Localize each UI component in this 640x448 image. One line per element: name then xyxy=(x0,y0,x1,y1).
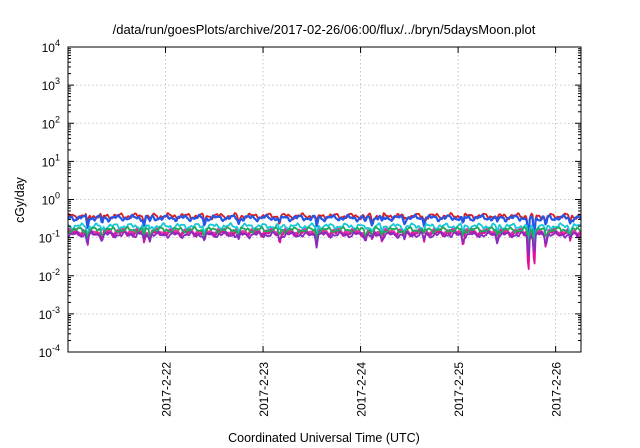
series-line xyxy=(67,213,582,237)
x-axis-label: Coordinated Universal Time (UTC) xyxy=(228,431,420,445)
y-tick-label: 100 xyxy=(42,191,60,208)
grid-layer xyxy=(68,47,581,352)
x-tick-label: 2017-2-22 xyxy=(160,362,174,417)
tick-layer: 10-4 10-3 10-2 10-1 100 101 102 103 104 2017-2-22… xyxy=(39,38,581,417)
y-tick-label: 103 xyxy=(42,76,60,93)
series-line xyxy=(67,230,582,257)
y-tick-label: 10-3 xyxy=(39,305,60,322)
x-tick-label: 2017-2-26 xyxy=(550,362,564,417)
x-tick-label: 2017-2-24 xyxy=(355,362,369,417)
y-tick-label: 10-4 xyxy=(39,343,60,360)
series-line xyxy=(67,222,582,246)
chart-title: /data/run/goesPlots/archive/2017-02-26/0… xyxy=(113,22,536,37)
y-tick-label: 10-2 xyxy=(39,267,60,284)
y-axis-label: cGy/day xyxy=(13,176,27,223)
y-tick-label: 101 xyxy=(42,152,60,169)
series-line xyxy=(67,225,582,252)
x-tick-label: 2017-2-23 xyxy=(257,362,271,417)
y-tick-label: 10-1 xyxy=(39,229,60,246)
y-tick-label: 102 xyxy=(42,114,60,131)
series-layer xyxy=(67,212,582,270)
x-tick-label: 2017-2-25 xyxy=(452,362,466,417)
y-tick-label: 104 xyxy=(42,38,60,55)
